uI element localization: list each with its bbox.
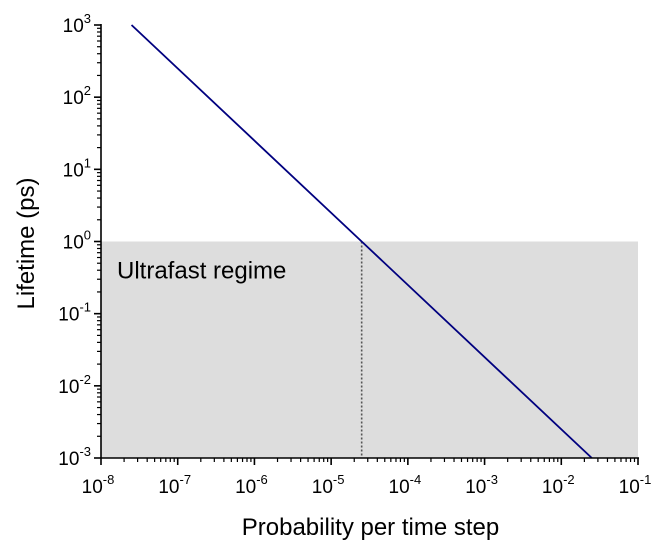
y-axis-title: Lifetime (ps) bbox=[13, 177, 40, 309]
x-tick-label: 10-4 bbox=[389, 472, 422, 498]
x-tick-label: 10-7 bbox=[158, 472, 191, 498]
y-tick-label: 10-3 bbox=[58, 444, 91, 470]
y-tick-label: 100 bbox=[63, 228, 91, 254]
shaded-region bbox=[101, 241, 638, 458]
y-tick-label: 10-1 bbox=[58, 300, 91, 326]
shaded-region-label: Ultrafast regime bbox=[117, 258, 286, 285]
x-tick-label: 10-6 bbox=[235, 472, 268, 498]
series-line-0 bbox=[130, 24, 593, 459]
y-tick-label: 101 bbox=[63, 155, 91, 181]
shade-layer bbox=[101, 241, 638, 458]
x-tick-label: 10-5 bbox=[312, 472, 345, 498]
x-tick-label: 10-8 bbox=[82, 472, 115, 498]
y-tick-label: 10-2 bbox=[58, 372, 91, 398]
x-tick-label: 10-1 bbox=[619, 472, 652, 498]
y-tick-label: 103 bbox=[63, 11, 91, 37]
y-tick-label: 102 bbox=[63, 83, 91, 109]
x-tick-label: 10-2 bbox=[542, 472, 575, 498]
x-axis-title: Probability per time step bbox=[242, 514, 499, 540]
series-layer bbox=[130, 24, 593, 459]
tick-layer: 10-8 10-7 10-6 10-5 10-4 10-3 10-2 10-1 10-3 10-2… bbox=[58, 11, 651, 498]
x-tick-label: 10-3 bbox=[465, 472, 498, 498]
